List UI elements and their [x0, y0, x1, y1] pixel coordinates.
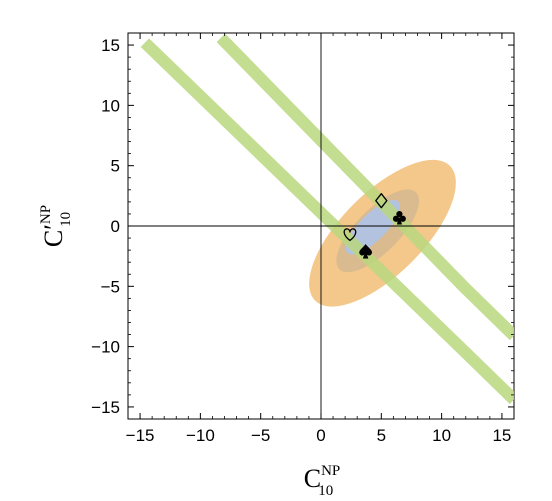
x-axis-title-main: C	[304, 464, 321, 493]
heart-marker	[343, 228, 357, 242]
club-lobe	[392, 215, 400, 222]
club-lobe	[396, 210, 403, 218]
y-tick-label: 0	[111, 217, 120, 236]
y-axis-title: C′NP 10	[38, 205, 74, 247]
y-tick-label: 5	[111, 157, 120, 176]
x-axis-title-sup: NP	[321, 463, 340, 479]
y-tick-label: −15	[91, 398, 120, 417]
x-tick-label: 5	[377, 426, 386, 445]
club-lobe	[399, 215, 406, 222]
diamond-shape	[375, 193, 388, 209]
x-tick-label: 0	[316, 426, 325, 445]
y-tick-label: 10	[101, 96, 120, 115]
spade-marker	[359, 244, 373, 259]
x-tick-label: 15	[492, 426, 511, 445]
x-tick-label: −5	[251, 426, 270, 445]
club-stem	[396, 217, 402, 225]
band-2	[216, 33, 514, 341]
markers-layer	[343, 193, 406, 259]
x-tick-label: −15	[126, 426, 155, 445]
axes-layer	[128, 33, 514, 419]
y-tick-label: 15	[101, 36, 120, 55]
y-axis-title-sup: NP	[38, 205, 54, 224]
y-axis-title-sub: 10	[58, 212, 74, 227]
y-tick-label: −5	[101, 277, 120, 296]
data-layer	[140, 33, 514, 405]
x-tick-label: −10	[186, 426, 215, 445]
ticks-layer: −15 −10 −5 0 5 10 15 −15 −10 −5 0 5 10 15	[91, 32, 515, 445]
band-1	[140, 38, 514, 405]
x-tick-label: 10	[432, 426, 451, 445]
diamond-marker	[375, 193, 388, 209]
y-tick-label: −10	[91, 338, 120, 357]
x-axis-title-sub: 10	[318, 483, 333, 499]
heart-shape	[343, 228, 357, 242]
club-marker	[392, 210, 406, 225]
y-axis-title-main: C	[39, 230, 68, 247]
x-axis-title: CNP 10	[304, 463, 341, 499]
y-axis-title-prime: ′	[39, 224, 68, 230]
spade-shape	[359, 244, 373, 259]
